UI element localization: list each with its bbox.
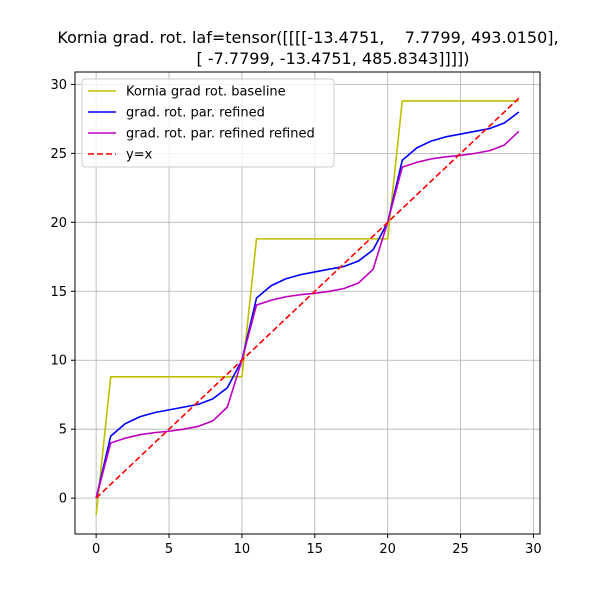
y-tick-label: 20 [50,216,67,231]
legend-label-3: grad. rot. par. refined refined [126,127,315,142]
plot-area [74,71,541,535]
y-tick-label: 25 [50,147,67,162]
x-tick-label: 25 [452,542,469,557]
x-tick-label: 5 [165,542,173,557]
y-tick-label: 30 [50,78,67,93]
legend-label-2: grad. rot. par. refined [126,106,265,121]
x-tick-label: 10 [234,542,251,557]
x-tick-label: 15 [307,542,324,557]
y-tick-label: 15 [50,285,67,300]
y-tick-label: 10 [50,354,67,369]
series-line-4 [95,97,520,499]
legend: Kornia grad rot. baseline grad. rot. par.… [81,78,335,168]
series-lines [95,97,520,515]
series-line-2 [95,111,520,499]
axis-ticks: 0 5 10 15 20 25 30 0 5 10 15 20 25 30 [50,78,541,557]
legend-label-1: Kornia grad rot. baseline [126,85,286,100]
legend-box [81,78,335,168]
legend-label-4: y=x [126,148,153,163]
series-line-1 [95,100,519,515]
x-tick-label: 30 [525,542,542,557]
y-tick-label: 0 [59,492,67,507]
series-line-3 [95,130,520,499]
chart-title-line-2: [ -7.7799, -13.4751, 485.8343]]]]) [197,49,470,68]
x-tick-label: 20 [379,542,396,557]
y-tick-label: 5 [59,423,67,438]
x-tick-label: 0 [92,542,100,557]
chart-title-line-1: Kornia grad. rot. laf=tensor([[[[-13.475… [57,28,558,47]
